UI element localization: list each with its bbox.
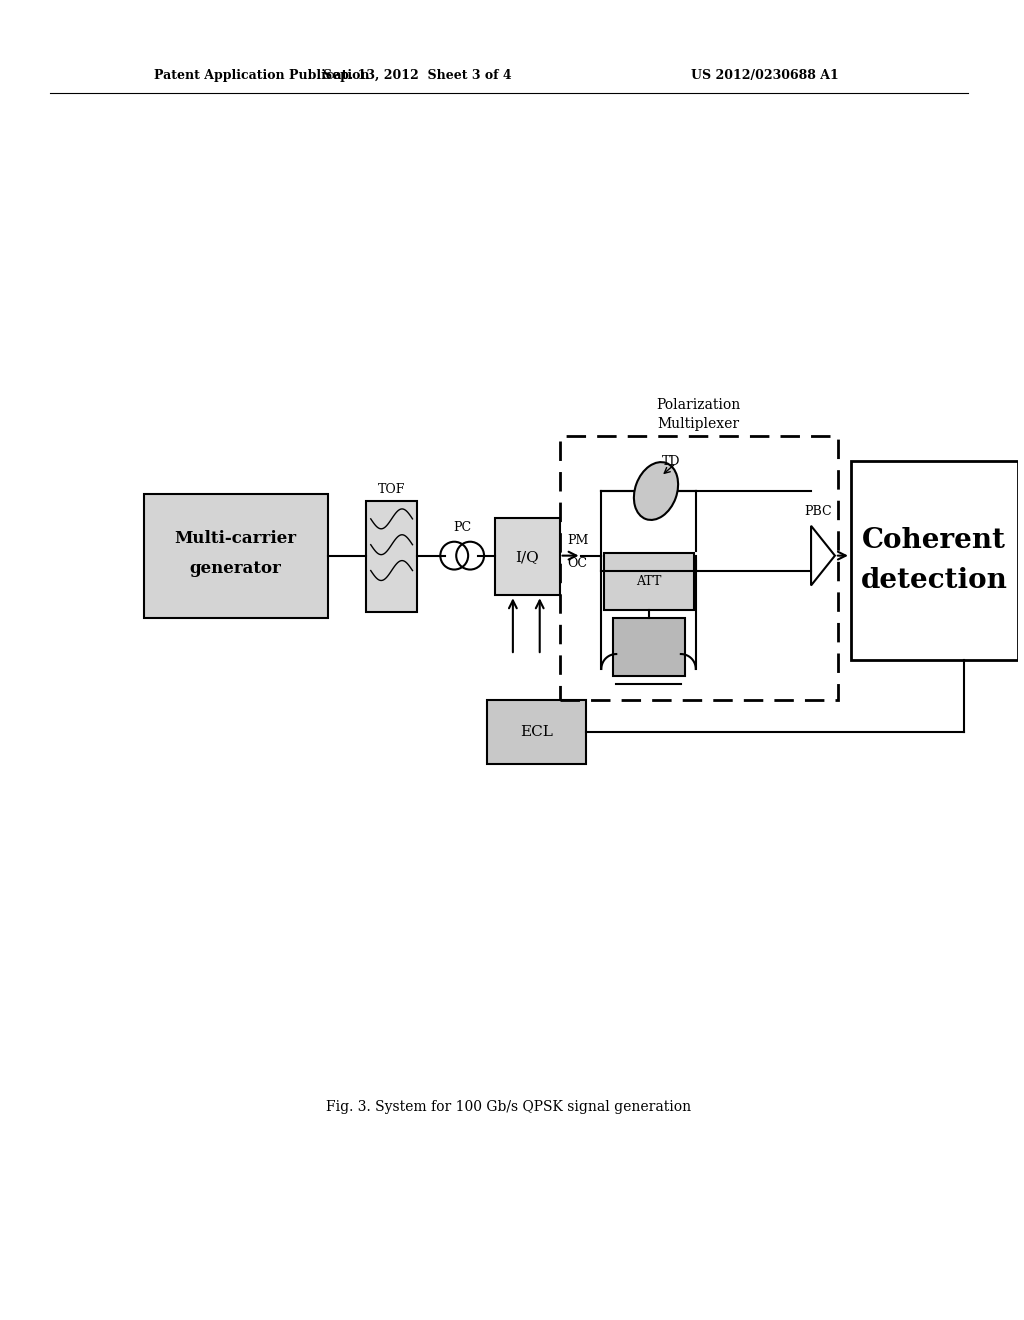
Text: ECL: ECL	[520, 725, 553, 739]
Text: Sep. 13, 2012  Sheet 3 of 4: Sep. 13, 2012 Sheet 3 of 4	[324, 69, 512, 82]
Bar	[613, 618, 685, 676]
Text: ATT: ATT	[636, 576, 662, 587]
Text: TD: TD	[662, 454, 680, 467]
Text: OC: OC	[567, 557, 588, 570]
Text: Patent Application Publication: Patent Application Publication	[154, 69, 370, 82]
Bar	[495, 517, 559, 595]
Text: Fig. 3. System for 100 Gb/s QPSK signal generation: Fig. 3. System for 100 Gb/s QPSK signal …	[327, 1101, 691, 1114]
Text: I/Q: I/Q	[515, 549, 539, 564]
Bar	[851, 461, 1018, 660]
Text: PC: PC	[454, 521, 471, 535]
Bar	[144, 494, 328, 618]
Text: Multi-carrier: Multi-carrier	[174, 531, 297, 548]
Text: detection: detection	[861, 568, 1008, 594]
Ellipse shape	[634, 462, 678, 520]
Text: PM: PM	[567, 535, 589, 548]
Text: US 2012/0230688 A1: US 2012/0230688 A1	[691, 69, 840, 82]
Text: generator: generator	[189, 560, 282, 577]
Text: Polarization: Polarization	[656, 397, 741, 412]
Bar	[604, 553, 694, 610]
Text: PBC: PBC	[804, 506, 831, 519]
Bar	[487, 700, 587, 764]
Text: Coherent: Coherent	[862, 527, 1007, 554]
Bar	[559, 437, 838, 700]
Text: TOF: TOF	[378, 483, 406, 495]
Bar	[366, 502, 418, 612]
Text: Multiplexer: Multiplexer	[657, 417, 739, 432]
